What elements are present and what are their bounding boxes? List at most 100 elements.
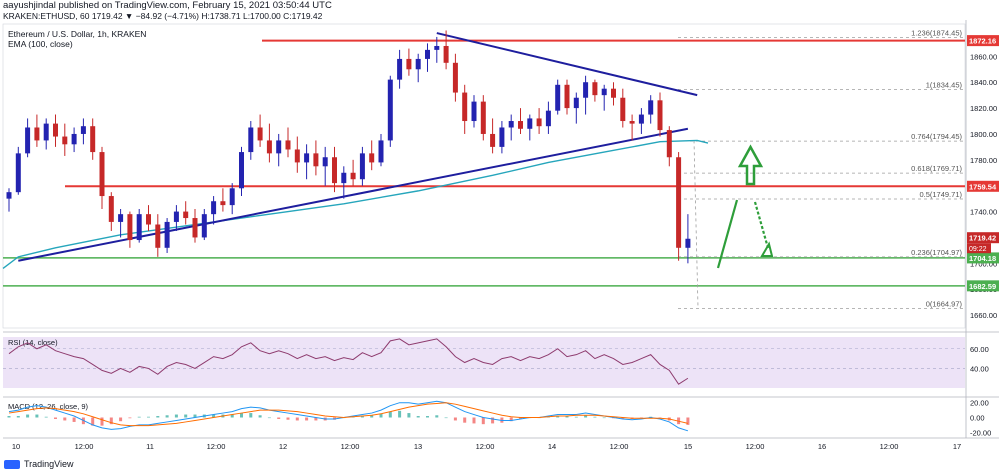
macd-histogram-bar: [7, 416, 11, 418]
last-price-label: 1719.42: [969, 234, 996, 243]
candle-body: [527, 118, 533, 129]
candle-body: [406, 58, 412, 70]
fib-level-label: 0.236(1704.97): [911, 248, 962, 257]
macd-histogram-bar: [156, 416, 160, 418]
candle-body: [266, 140, 272, 154]
price-tick-label: 1800.00: [970, 130, 997, 139]
macd-histogram-bar: [574, 416, 578, 418]
time-tick-label: 12:00: [476, 442, 495, 451]
price-tick-label: 1860.00: [970, 52, 997, 61]
level-price-label: 1872.16: [969, 37, 996, 46]
time-tick-label: 13: [414, 442, 422, 451]
rsi-tick-label: 60.00: [970, 345, 989, 354]
ticker-line[interactable]: KRAKEN:ETHUSD, 60: [3, 11, 90, 21]
macd-histogram-bar: [472, 417, 476, 424]
candle-body: [518, 121, 523, 129]
macd-histogram-bar: [230, 414, 234, 418]
macd-histogram-bar: [435, 415, 439, 418]
macd-histogram-bar: [119, 417, 123, 422]
macd-histogram-bar: [165, 415, 169, 418]
time-tick-label: 12:00: [207, 442, 226, 451]
projection-down-line: [753, 201, 770, 249]
candle-body: [434, 45, 440, 50]
countdown-label: 09:22: [969, 246, 987, 253]
ema-label: EMA (100, close): [8, 39, 73, 49]
candle-body: [239, 152, 244, 189]
macd-histogram-bar: [174, 414, 178, 418]
last-price-label-bg: [967, 232, 999, 244]
candle-body: [387, 79, 393, 141]
macd-histogram-bar: [240, 413, 243, 418]
macd-histogram-bar: [565, 416, 569, 418]
macd-histogram-bar: [249, 413, 253, 418]
macd-histogram-bar: [44, 416, 48, 418]
macd-signal-line: [8, 402, 689, 427]
macd-histogram-bar: [258, 415, 262, 418]
projection-up-line: [716, 199, 739, 269]
candle-body: [425, 49, 430, 59]
level-price-label-bg: [967, 35, 999, 47]
down-arrow-icon: [760, 241, 774, 257]
level-price-label-bg: [967, 252, 999, 264]
trend-line: [436, 32, 698, 97]
candle-body: [332, 157, 337, 184]
footer-brand[interactable]: TradingView: [24, 459, 74, 469]
candle-body: [229, 188, 235, 206]
macd-histogram-bar: [305, 417, 309, 421]
candle-body: [34, 127, 40, 141]
candle-body: [6, 192, 12, 199]
macd-label: MACD (12, 26, close, 9): [8, 402, 89, 411]
time-tick-label: 12:00: [746, 442, 765, 451]
fib-level-label: 0.618(1769.71): [911, 164, 962, 173]
level-price-label-bg: [967, 180, 999, 192]
level-price-label: 1704.18: [969, 254, 996, 263]
rsi-label: RSI (14, close): [8, 338, 58, 347]
macd-histogram-bar: [35, 414, 39, 418]
ema-100-line: [2, 139, 709, 270]
price-tick-label: 1660.00: [970, 311, 997, 320]
macd-histogram-bar: [556, 416, 560, 418]
time-tick-label: 12:00: [610, 442, 629, 451]
candle-body: [415, 58, 421, 70]
macd-histogram-bar: [481, 417, 485, 425]
chart-title: Ethereum / U.S. Dollar, 1h, KRAKEN: [8, 29, 146, 39]
candle-body: [43, 123, 49, 141]
macd-histogram-bar: [453, 417, 457, 421]
level-price-label: 1759.54: [969, 182, 997, 191]
candle-body: [80, 126, 86, 134]
macd-histogram-bar: [63, 417, 67, 421]
macd-histogram-bar: [147, 416, 150, 418]
price-tick-label: 1840.00: [970, 78, 997, 87]
candle-body: [592, 82, 598, 96]
macd-histogram-bar: [602, 417, 606, 419]
candle-body: [322, 157, 328, 167]
candle-body: [490, 133, 496, 147]
time-tick-label: 12: [279, 442, 287, 451]
macd-histogram-bar: [26, 414, 30, 418]
macd-histogram-bar: [398, 410, 402, 418]
macd-histogram-bar: [100, 417, 104, 426]
macd-histogram-bar: [407, 413, 411, 418]
candle-body: [471, 101, 477, 122]
candle-body: [601, 88, 607, 96]
time-tick-label: 14: [548, 442, 556, 451]
candle-body: [499, 127, 505, 147]
price-tick-label: 1740.00: [970, 208, 997, 217]
level-price-label-bg: [967, 280, 999, 292]
candle-body: [611, 88, 616, 98]
macd-histogram-bar: [463, 417, 467, 423]
candle-body: [15, 153, 21, 193]
time-tick-label: 15: [684, 442, 692, 451]
time-tick-label: 12:00: [341, 442, 360, 451]
tradingview-logo-icon: [4, 459, 20, 469]
candle-body: [304, 153, 310, 163]
macd-histogram-bar: [286, 417, 290, 420]
candle-body: [99, 152, 105, 197]
time-tick-label: 17: [953, 442, 961, 451]
countdown-label-bg: [967, 243, 991, 254]
rsi-tick-label: 40.00: [970, 364, 989, 373]
candle-body: [183, 211, 189, 219]
candle-body: [53, 123, 58, 137]
fib-anchor-line: [693, 140, 699, 308]
candle-body: [657, 100, 663, 131]
